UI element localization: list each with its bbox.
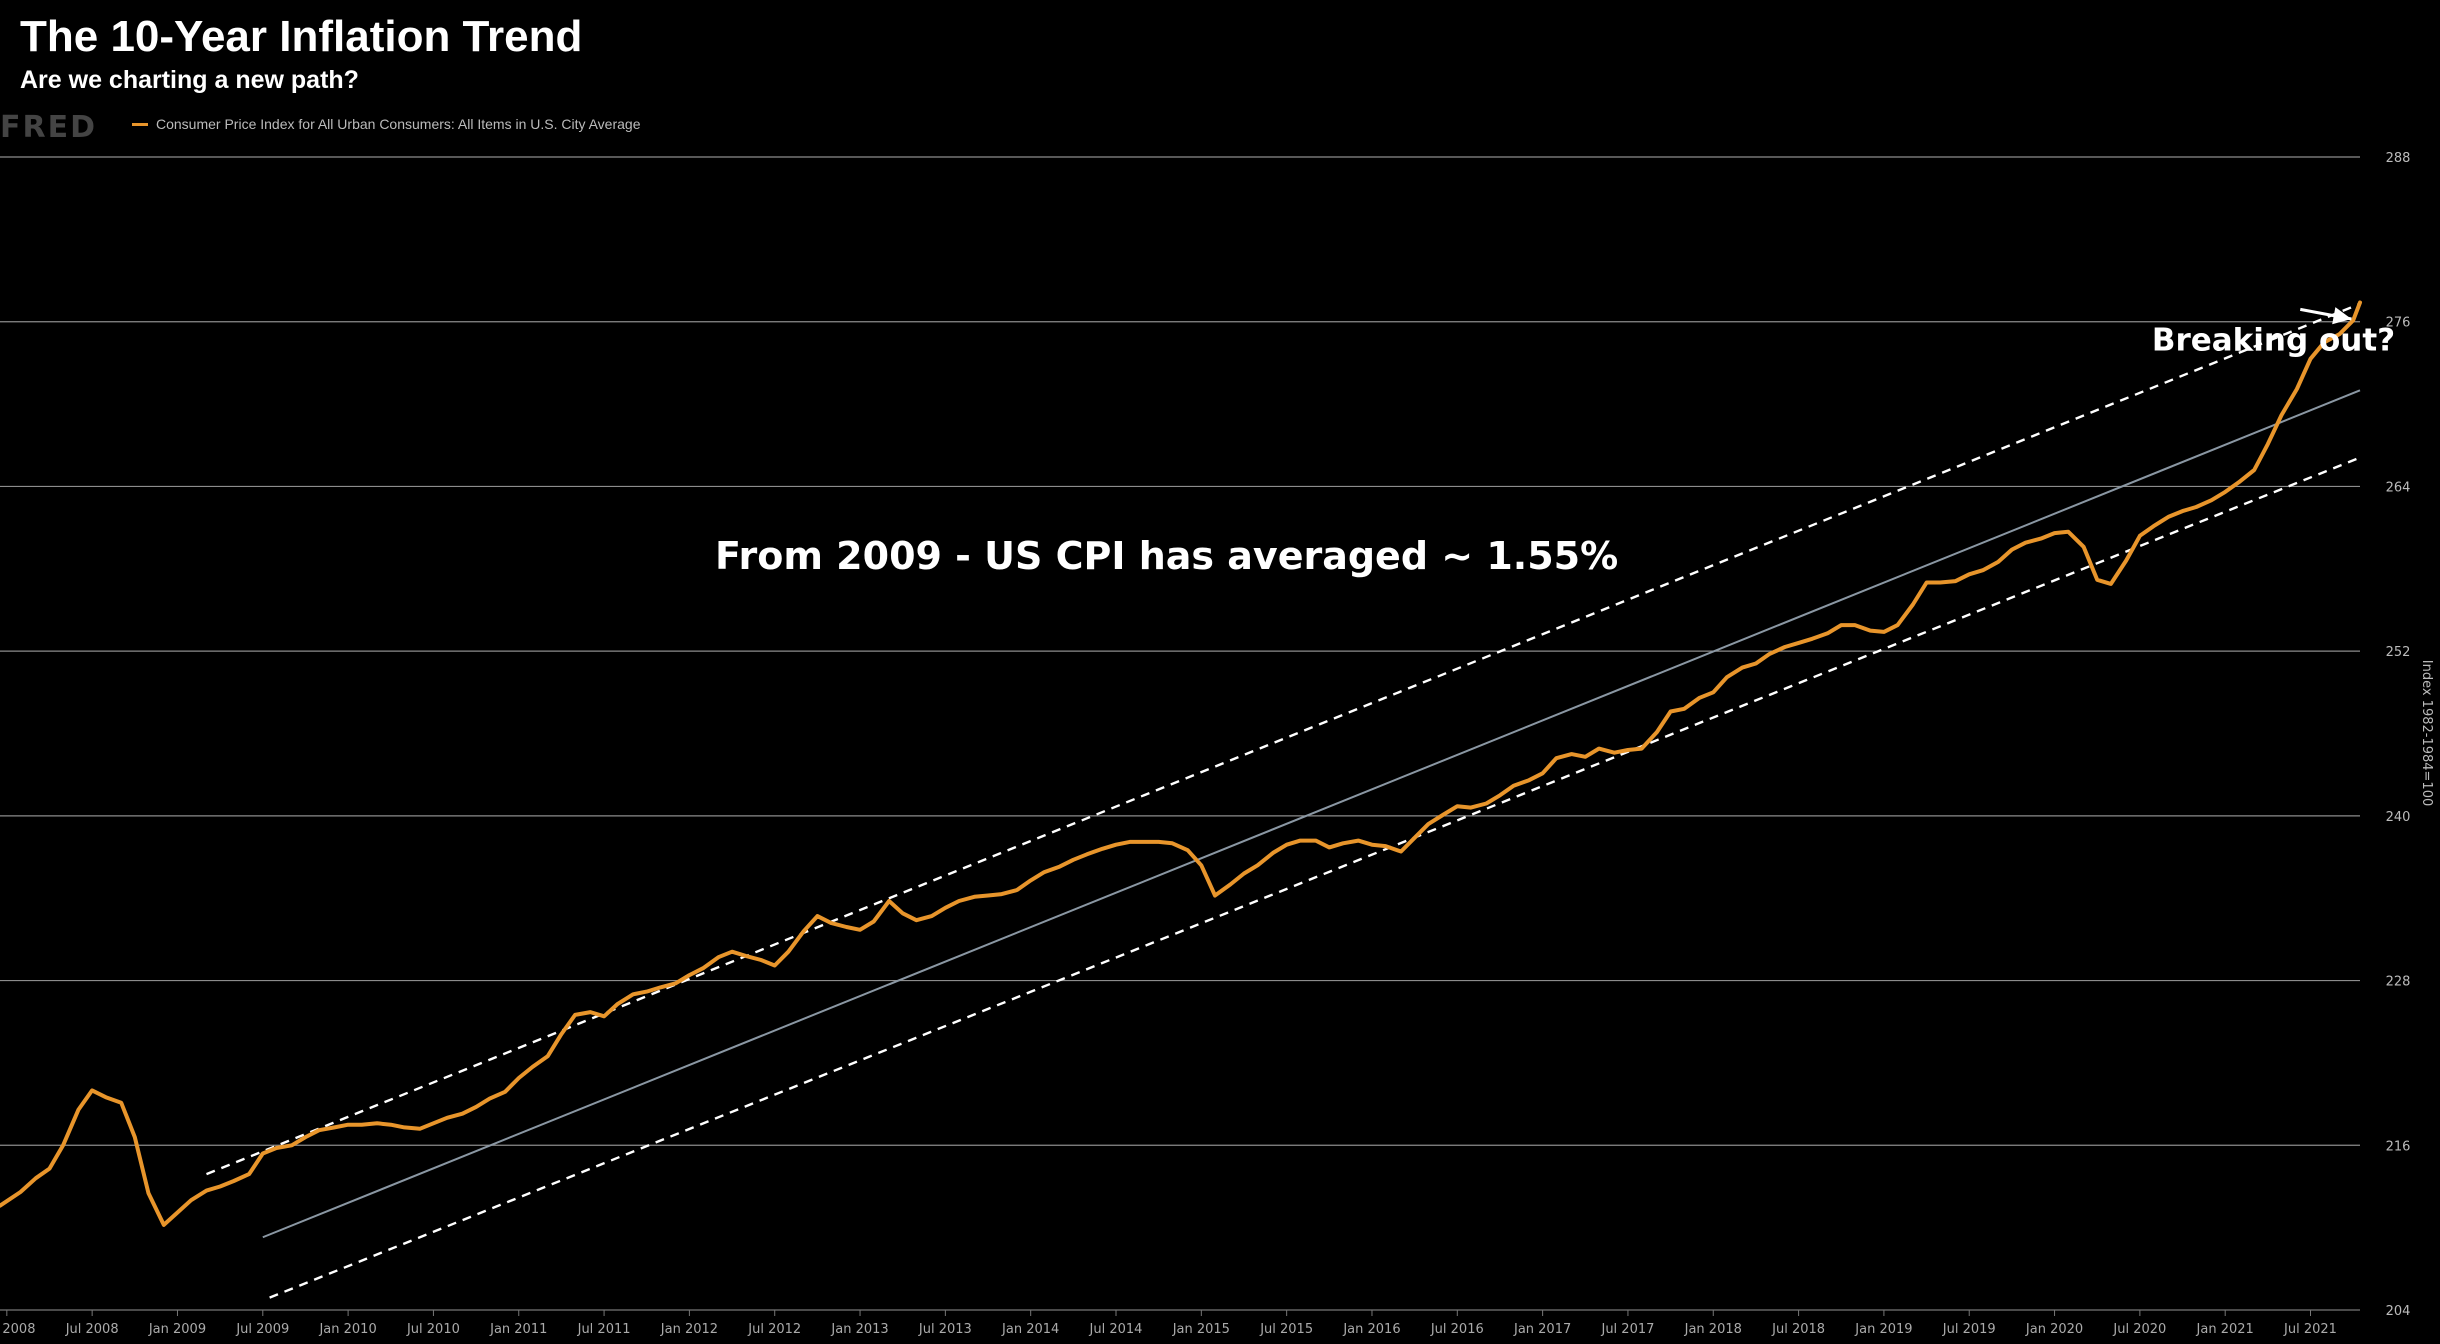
x-tick-label: Jan 2014 xyxy=(1001,1322,1059,1337)
x-tick-label: Jul 2021 xyxy=(2283,1322,2337,1337)
legend-swatch xyxy=(132,122,148,126)
x-tick-label: Jan 2021 xyxy=(2196,1322,2254,1337)
y-tick-label: 276 xyxy=(2386,316,2411,331)
x-tick-label: Jul 2019 xyxy=(1942,1322,1996,1337)
series-line-0 xyxy=(0,300,2362,1227)
y-tick-label: 264 xyxy=(2386,480,2411,495)
x-tick-label: Jan 2012 xyxy=(660,1322,718,1337)
gridlines xyxy=(0,156,2360,1311)
x-tick-label: Jan 2013 xyxy=(830,1322,888,1337)
x-tick-label: Jul 2012 xyxy=(747,1322,801,1337)
x-tick-label: Jan 2018 xyxy=(1684,1322,1742,1337)
y-axis-label: Index 1982-1984=100 xyxy=(2419,660,2434,807)
x-tick-label: Jul 2017 xyxy=(1600,1322,1654,1337)
x-tick-label: Jul 2015 xyxy=(1259,1322,1313,1337)
legend: Consumer Price Index for All Urban Consu… xyxy=(132,116,641,132)
y-tick-label: 204 xyxy=(2386,1304,2411,1319)
x-tick-label: Jul 2010 xyxy=(406,1322,460,1337)
trend-line-lower-channel xyxy=(269,456,2361,1299)
trend-lines xyxy=(206,302,2361,1299)
x-tick-label: Jan 2011 xyxy=(489,1322,547,1337)
fred-logo: FRED xyxy=(0,110,97,145)
chart-title: The 10-Year Inflation Trend xyxy=(20,12,583,61)
legend-label: Consumer Price Index for All Urban Consu… xyxy=(156,116,641,132)
x-tick-label: Jul 2020 xyxy=(2112,1322,2166,1337)
x-tick-label: Jan 2015 xyxy=(1172,1322,1230,1337)
x-axis: Jan 2008 Jul 2008 Jan 2009 Jul 2009 Jan 2010… xyxy=(0,1310,2337,1337)
x-tick-label: Jan 2008 xyxy=(0,1322,35,1337)
trend-line-mid-trend xyxy=(262,389,2361,1239)
y-tick-label: 240 xyxy=(2386,810,2411,825)
x-tick-label: Jul 2014 xyxy=(1089,1322,1143,1337)
x-tick-label: Jan 2010 xyxy=(318,1322,376,1337)
annotation-0: From 2009 - US CPI has averaged ~ 1.55% xyxy=(715,534,1618,578)
series-group xyxy=(0,300,2362,1227)
x-tick-label: Jan 2019 xyxy=(1854,1322,1912,1337)
annotation-arrow-head xyxy=(2332,307,2352,325)
x-tick-label: Jul 2016 xyxy=(1430,1322,1484,1337)
x-tick-label: Jul 2018 xyxy=(1771,1322,1825,1337)
x-tick-label: Jan 2017 xyxy=(1513,1322,1571,1337)
y-tick-label: 252 xyxy=(2386,645,2411,660)
x-tick-label: Jul 2008 xyxy=(65,1322,119,1337)
x-tick-label: Jul 2011 xyxy=(577,1322,631,1337)
y-axis: 204 216 228 240 252 264 276 288 xyxy=(2386,151,2411,1319)
x-tick-label: Jul 2009 xyxy=(235,1322,289,1337)
y-tick-label: 288 xyxy=(2386,151,2411,166)
x-tick-label: Jan 2009 xyxy=(148,1322,206,1337)
y-tick-label: 216 xyxy=(2386,1139,2411,1154)
y-tick-label: 228 xyxy=(2386,975,2411,990)
x-tick-label: Jan 2020 xyxy=(2025,1322,2083,1337)
x-tick-label: Jul 2013 xyxy=(918,1322,972,1337)
annotations: From 2009 - US CPI has averaged ~ 1.55% B… xyxy=(715,307,2395,578)
chart-subtitle: Are we charting a new path? xyxy=(20,66,359,94)
trend-line-upper-channel xyxy=(206,302,2361,1176)
annotation-1: Breaking out? xyxy=(2152,323,2395,359)
x-tick-label: Jan 2016 xyxy=(1342,1322,1400,1337)
